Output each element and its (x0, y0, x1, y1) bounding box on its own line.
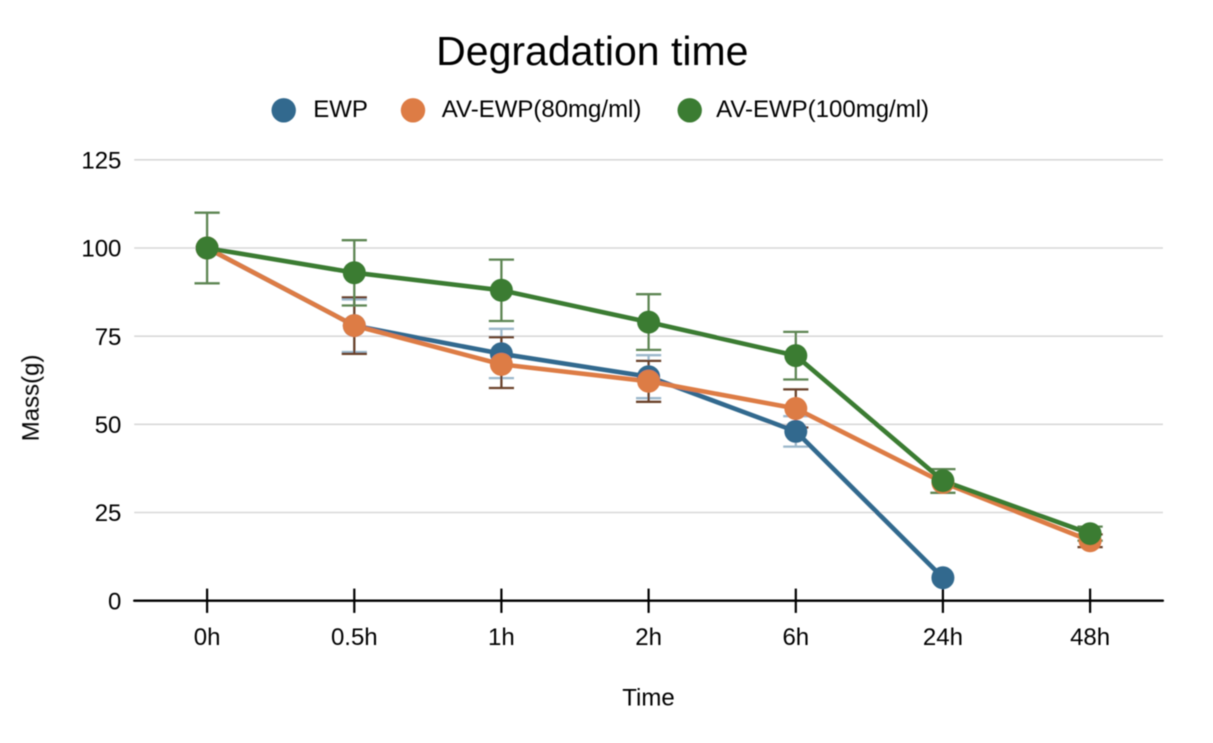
svg-text:Degradation time: Degradation time (436, 28, 748, 74)
svg-text:2h: 2h (635, 624, 662, 651)
svg-text:6h: 6h (782, 624, 809, 651)
svg-text:48h: 48h (1070, 624, 1110, 651)
svg-text:AV-EWP(100mg/ml): AV-EWP(100mg/ml) (716, 96, 929, 123)
svg-text:24h: 24h (923, 624, 963, 651)
svg-text:0: 0 (108, 588, 121, 615)
svg-text:125: 125 (81, 147, 121, 174)
svg-text:Mass(g): Mass(g) (18, 355, 45, 442)
svg-text:EWP: EWP (313, 96, 368, 123)
svg-text:0.5h: 0.5h (331, 624, 378, 651)
svg-text:50: 50 (95, 412, 122, 439)
svg-text:1h: 1h (488, 624, 515, 651)
svg-text:25: 25 (95, 500, 122, 527)
svg-text:AV-EWP(80mg/ml): AV-EWP(80mg/ml) (442, 96, 642, 123)
svg-text:Time: Time (622, 684, 674, 711)
svg-text:100: 100 (81, 236, 121, 263)
svg-text:0h: 0h (194, 624, 221, 651)
svg-text:75: 75 (95, 324, 122, 351)
